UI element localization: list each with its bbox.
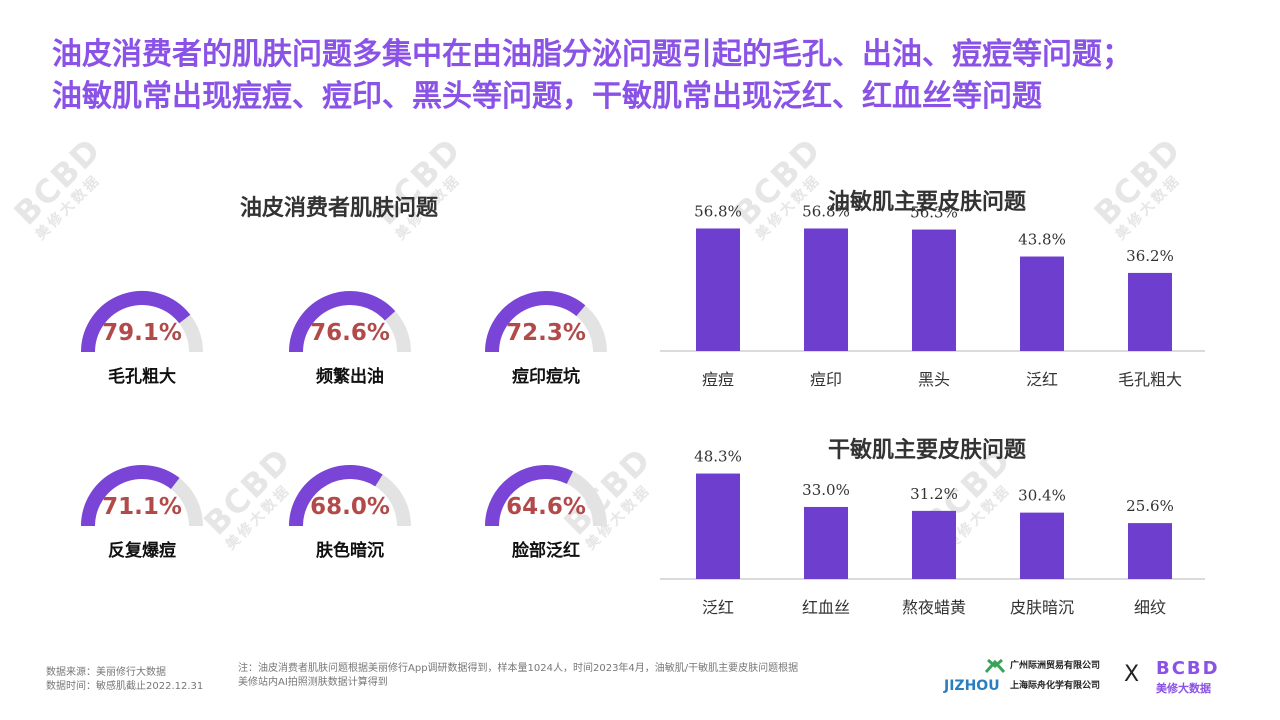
partner-logos: 广州际洲贸易有限公司 上海际舟化学有限公司 JIZHOU X BCBD 美修大数…: [944, 656, 1244, 696]
x-tick-label: 毛孔粗大: [1118, 370, 1182, 389]
bar-5: [1128, 272, 1172, 351]
gauge-label: 脸部泛红: [512, 541, 580, 561]
bar-2: [804, 228, 848, 351]
bar-value-label: 56.8%: [694, 202, 742, 220]
bcbd-logo-subtitle: 美修大数据: [1156, 682, 1211, 695]
bcbd-logo: BCBD: [1156, 658, 1220, 679]
x-tick-label: 熬夜蜡黄: [902, 598, 966, 617]
jizhou-logo: JIZHOU: [944, 678, 1000, 694]
data-source-line: 数据来源：美丽修行大数据: [46, 667, 166, 678]
watermark: BCBD 美修大数据: [366, 130, 469, 244]
gauge-fill: [289, 291, 396, 353]
company-name-1: 广州际洲贸易有限公司: [1010, 661, 1101, 671]
bar-value-label: 33.0%: [802, 481, 850, 499]
gauge-6: 64.6% 脸部泛红: [476, 456, 616, 566]
gauge-value: 79.1%: [102, 320, 182, 346]
gauge-value: 68.0%: [310, 494, 390, 520]
x-tick-label: 痘印: [810, 370, 842, 389]
x-tick-label: 红血丝: [802, 598, 850, 617]
bar-1: [696, 473, 740, 579]
bar-value-label: 48.3%: [694, 448, 742, 466]
bar-value-label: 56.3%: [910, 204, 958, 222]
gauge-5: 68.0% 肤色暗沉: [280, 456, 420, 566]
footnote: 注：油皮消费者肌肤问题根据美丽修行App调研数据得到，样本量1024人，时间20…: [238, 662, 798, 690]
oily-sensitive-bar-chart: 56.8% 痘痘 56.8% 痘印 56.3% 黑头 43.8% 泛红 36.2% 毛孔粗大: [660, 202, 1205, 389]
dry-sensitive-bar-chart: 48.3% 泛红 33.0% 红血丝 31.2% 熬夜蜡黄 30.4% 皮肤暗沉 25.6% 细纹: [660, 448, 1205, 617]
gauge-section-title: 油皮消费者肌肤问题: [240, 195, 439, 221]
bar-value-label: 30.4%: [1018, 487, 1066, 505]
bar-value-label: 36.2%: [1126, 247, 1174, 265]
bar-value-label: 25.6%: [1126, 497, 1174, 515]
bar-3: [912, 510, 956, 579]
gauge-fill: [81, 291, 191, 353]
page-headline: 油皮消费者的肌肤问题多集中在由油脂分泌问题引起的毛孔、出油、痘痘等问题； 油敏肌…: [52, 34, 1252, 118]
gauge-label: 痘印痘坑: [512, 367, 580, 387]
x-tick-label: 细纹: [1134, 598, 1166, 617]
gauge-label: 肤色暗沉: [316, 541, 384, 561]
bar-2: [804, 506, 848, 579]
bar-value-label: 56.8%: [802, 202, 850, 220]
gauge-3: 72.3% 痘印痘坑: [476, 282, 616, 392]
gauge-2: 76.6% 频繁出油: [280, 282, 420, 392]
gauge-value: 76.6%: [310, 320, 390, 346]
headline-line-2: 油敏肌常出现痘痘、痘印、黑头等问题，干敏肌常出现泛红、红血丝等问题: [52, 79, 1042, 114]
gauge-fill: [485, 291, 586, 353]
footnote-line-1: 注：油皮消费者肌肤问题根据美丽修行App调研数据得到，样本量1024人，时间20…: [238, 663, 799, 674]
bar-1: [696, 228, 740, 351]
jizhou-leaf-icon: [984, 658, 1006, 674]
watermark: BCBD 美修大数据: [6, 130, 109, 244]
headline-line-1: 油皮消费者的肌肤问题多集中在由油脂分泌问题引起的毛孔、出油、痘痘等问题；: [52, 37, 1132, 72]
gauge-fill: [289, 465, 383, 527]
bar-5: [1128, 523, 1172, 579]
gauge-value: 72.3%: [506, 320, 586, 346]
gauge-fill: [485, 465, 574, 527]
gauge-label: 毛孔粗大: [108, 367, 176, 387]
bar-value-label: 31.2%: [910, 485, 958, 503]
data-source: 数据来源：美丽修行大数据 数据时间：敏感肌截止2022.12.31: [46, 666, 203, 694]
x-tick-label: 泛红: [702, 598, 734, 617]
gauge-1: 79.1% 毛孔粗大: [72, 282, 212, 392]
bar-4: [1020, 256, 1064, 351]
gauge-4: 71.1% 反复爆痘: [72, 456, 212, 566]
bar-3: [912, 229, 956, 351]
gauge-label: 反复爆痘: [108, 541, 176, 561]
collab-x: X: [1124, 662, 1140, 687]
x-tick-label: 痘痘: [702, 370, 734, 389]
dry-sensitive-chart-title: 干敏肌主要皮肤问题: [828, 437, 1027, 463]
gauge-value: 71.1%: [102, 494, 182, 520]
bar-4: [1020, 512, 1064, 579]
gauge-label: 频繁出油: [316, 367, 384, 387]
x-tick-label: 泛红: [1026, 370, 1058, 389]
gauge-fill: [81, 465, 180, 527]
x-tick-label: 黑头: [918, 370, 950, 389]
data-time-line: 数据时间：敏感肌截止2022.12.31: [46, 681, 204, 692]
company-name-2: 上海际舟化学有限公司: [1010, 681, 1101, 691]
bar-value-label: 43.8%: [1018, 231, 1066, 249]
oily-sensitive-chart-title: 油敏肌主要皮肤问题: [828, 189, 1027, 215]
footnote-line-2: 美修站内AI拍照测肤数据计算得到: [238, 677, 388, 688]
x-tick-label: 皮肤暗沉: [1010, 598, 1074, 617]
gauge-value: 64.6%: [506, 494, 586, 520]
